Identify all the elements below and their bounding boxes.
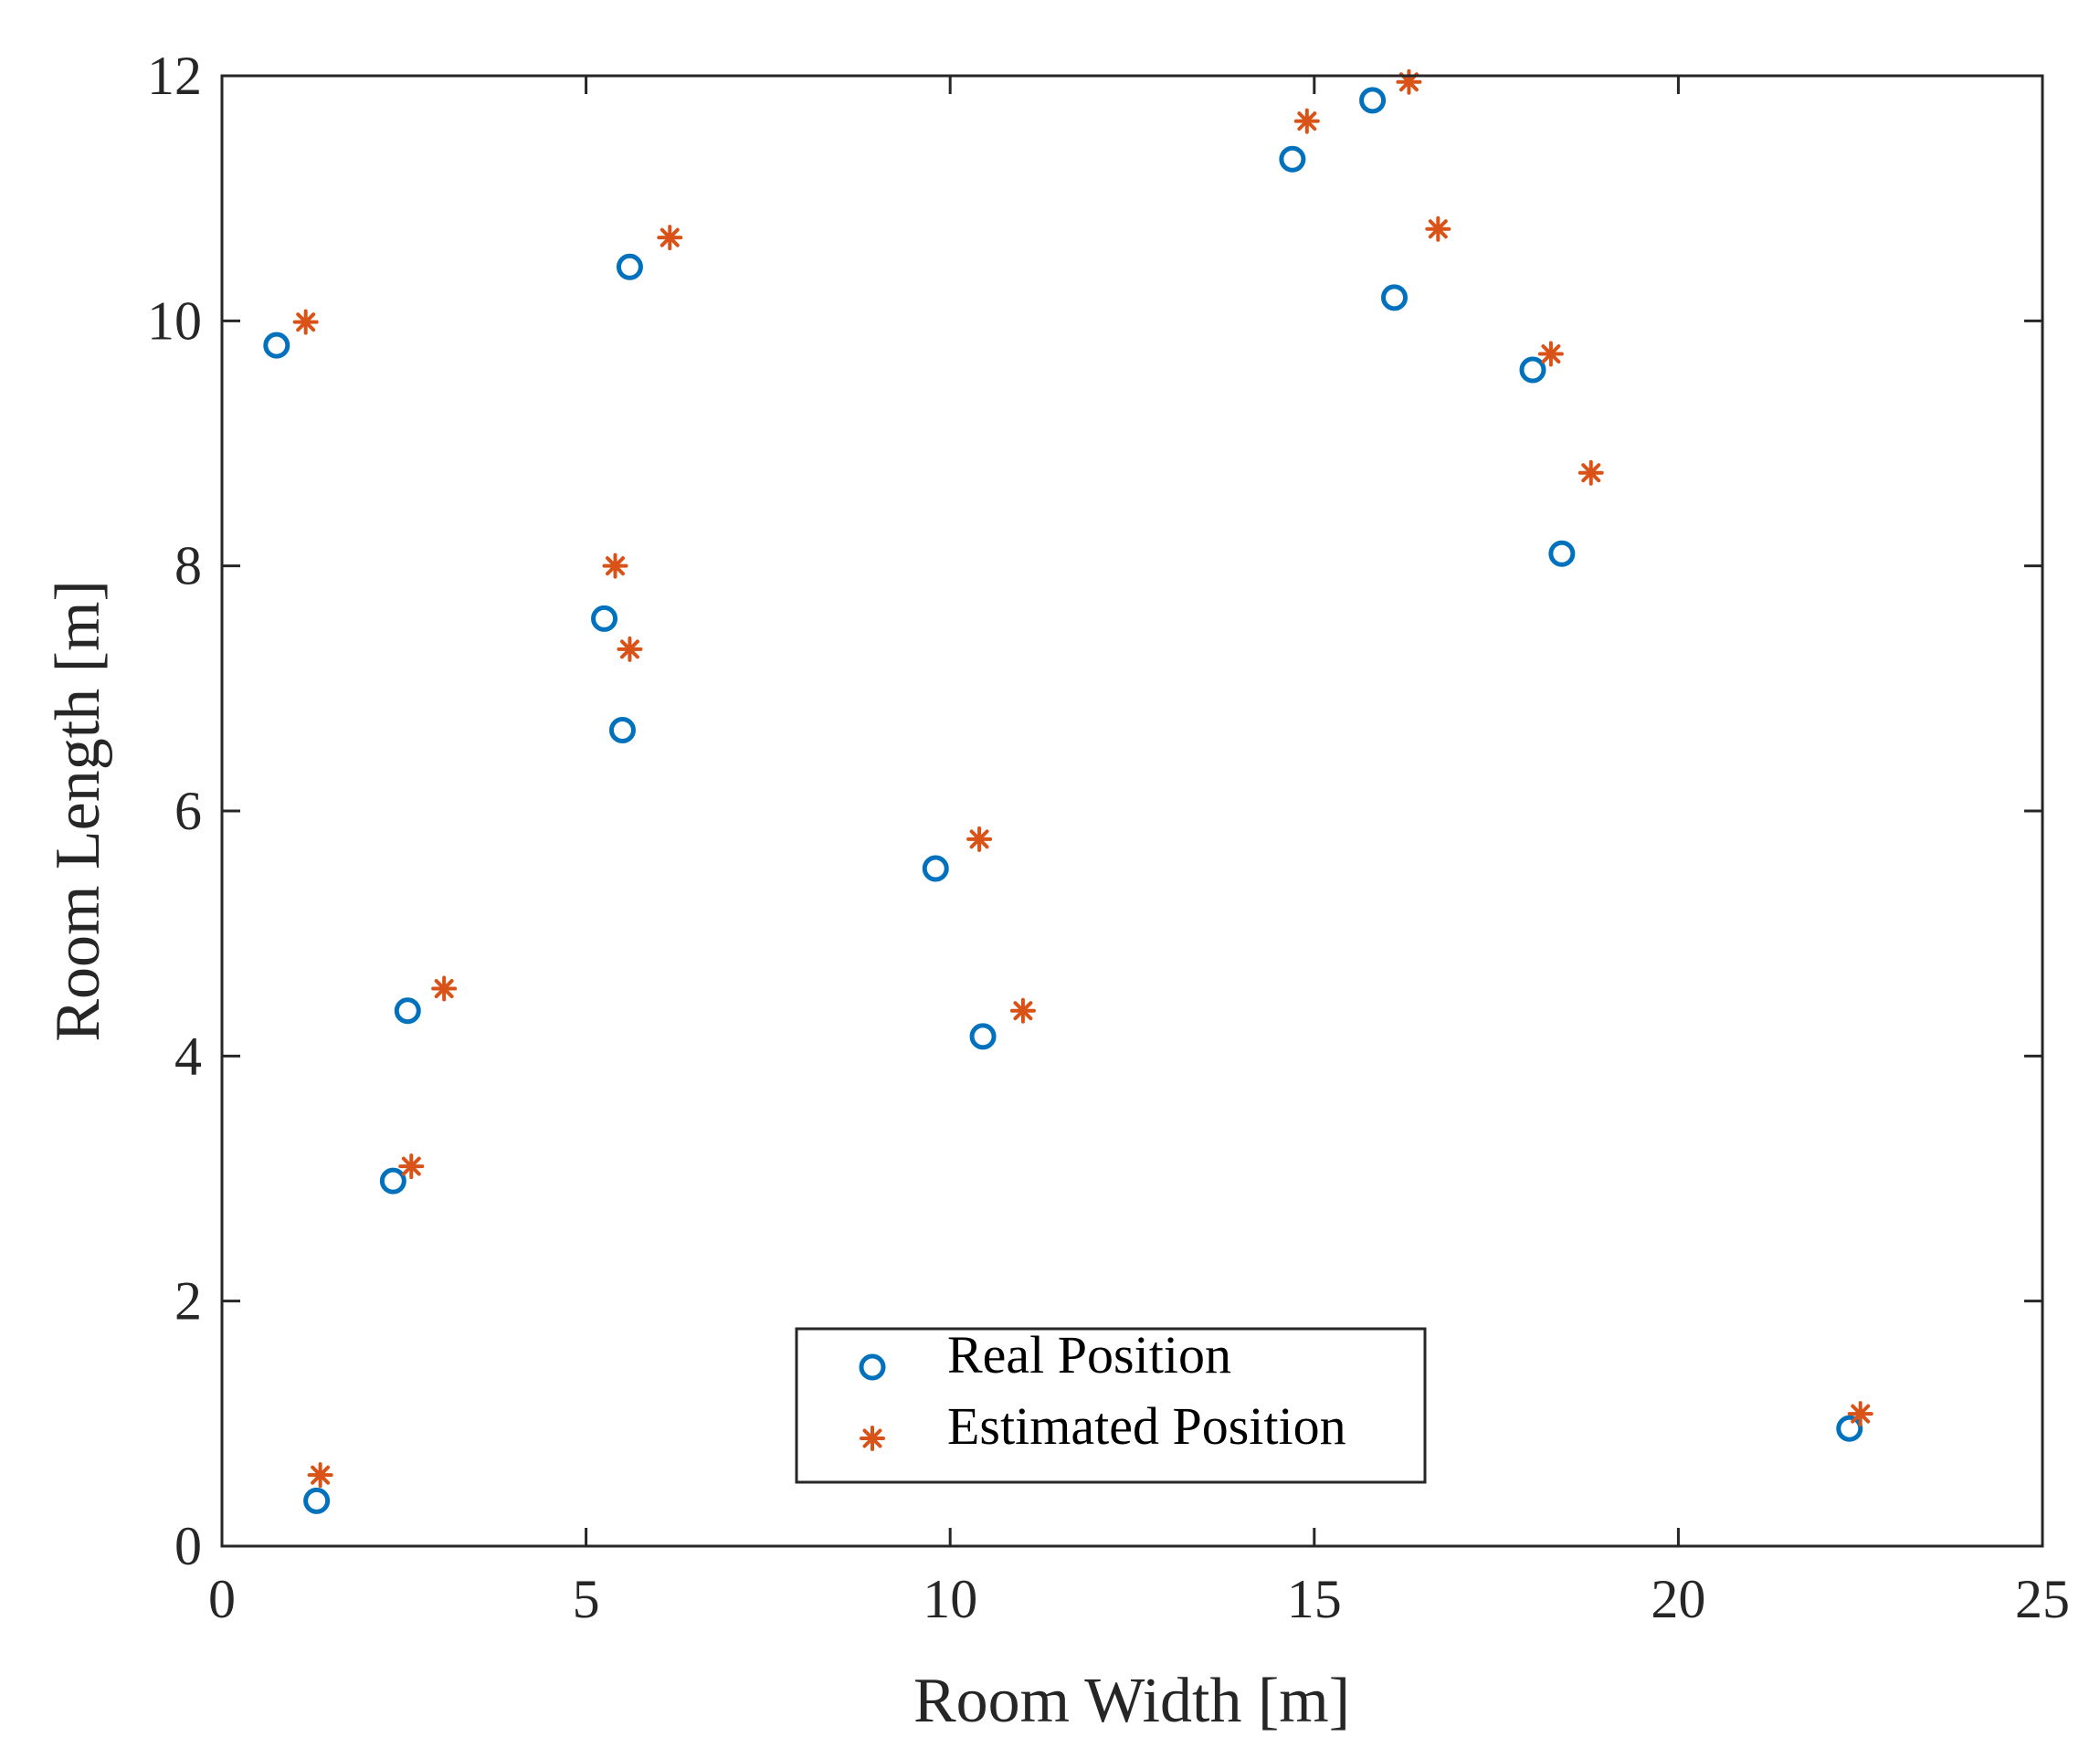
real-position-point (394, 997, 421, 1025)
estimated-position-point (292, 309, 319, 335)
y-tick-label: 12 (147, 46, 202, 106)
estimated-position-point (1425, 216, 1451, 242)
asterisk-stroke (1851, 1404, 1871, 1424)
y-axis-label: Room Length [m] (43, 580, 113, 1041)
asterisk-stroke (969, 829, 989, 849)
estimated-position-point (431, 975, 458, 1002)
legend-label-real-position: Real Position (947, 1325, 1231, 1384)
real-position-point (1548, 540, 1576, 567)
y-tick-label: 8 (174, 536, 202, 596)
legend-marker-estimated-position (860, 1426, 885, 1451)
series-estimated-position (292, 68, 1873, 1489)
asterisk-stroke (862, 1428, 882, 1448)
plot-area-frame (220, 74, 2044, 1548)
asterisk-stroke (606, 556, 625, 576)
data-points (263, 68, 1873, 1514)
asterisk-stroke (1297, 111, 1317, 132)
legend-asterisk-marker (860, 1426, 885, 1451)
legend-marker-real-position (859, 1353, 886, 1381)
asterisk-stroke (296, 312, 316, 332)
x-axis-label: Room Width [m] (913, 1666, 1350, 1736)
estimated-position-point (1396, 68, 1422, 95)
real-position-point (1359, 87, 1387, 114)
legend-label-estimated-position: Estimated Position (947, 1396, 1346, 1456)
asterisk-stroke (1013, 1001, 1033, 1021)
x-tick-label: 5 (573, 1569, 600, 1629)
real-position-point (608, 716, 636, 743)
x-tick-label: 0 (208, 1569, 236, 1629)
y-tick-label: 2 (174, 1271, 202, 1332)
tick-labels: 0 5 10 15 20 25 0 2 4 6 8 10 12 (147, 46, 2070, 1629)
asterisk-stroke (401, 1156, 421, 1176)
x-tick-label: 25 (2015, 1569, 2070, 1629)
real-position-point (1836, 1415, 1863, 1442)
estimated-position-point (1293, 108, 1320, 134)
asterisk-stroke (1428, 219, 1448, 239)
asterisk-stroke (311, 1465, 331, 1485)
y-tick-label: 0 (174, 1516, 202, 1576)
asterisk-stroke (1581, 463, 1601, 483)
estimated-position-point (657, 225, 683, 251)
asterisk-stroke (619, 639, 639, 659)
estimated-position-point (1009, 997, 1036, 1024)
real-position-point (616, 253, 643, 280)
asterisk-stroke (1541, 344, 1561, 364)
real-position-point (591, 605, 618, 632)
asterisk-stroke (434, 979, 454, 999)
legend: Real Position Estimated Position (795, 1325, 1427, 1484)
estimated-position-point (966, 826, 993, 852)
y-tick-label: 6 (174, 781, 202, 841)
x-tick-label: 10 (923, 1569, 977, 1629)
asterisk-stroke (660, 227, 680, 247)
real-position-point (379, 1167, 406, 1195)
estimated-position-point (602, 553, 628, 579)
y-tick-label: 10 (147, 290, 202, 351)
estimated-position-point (307, 1462, 333, 1489)
real-position-point (263, 332, 290, 359)
estimated-position-point (1537, 341, 1564, 367)
estimated-position-point (1578, 459, 1604, 486)
series-real-position (263, 87, 1863, 1514)
y-tick-label: 4 (174, 1026, 202, 1086)
real-position-point (1380, 284, 1408, 311)
real-position-point (303, 1487, 331, 1514)
real-position-point (1279, 145, 1306, 173)
x-tick-label: 15 (1287, 1569, 1342, 1629)
estimated-position-point (1847, 1401, 1873, 1427)
legend-box (795, 1327, 1427, 1484)
estimated-position-point (617, 636, 643, 662)
x-tick-label: 20 (1651, 1569, 1705, 1629)
real-position-point (969, 1023, 997, 1050)
real-position-point (922, 855, 949, 882)
real-position-point (1519, 356, 1546, 384)
estimated-position-point (398, 1153, 425, 1180)
legend-circle-marker (859, 1353, 886, 1381)
